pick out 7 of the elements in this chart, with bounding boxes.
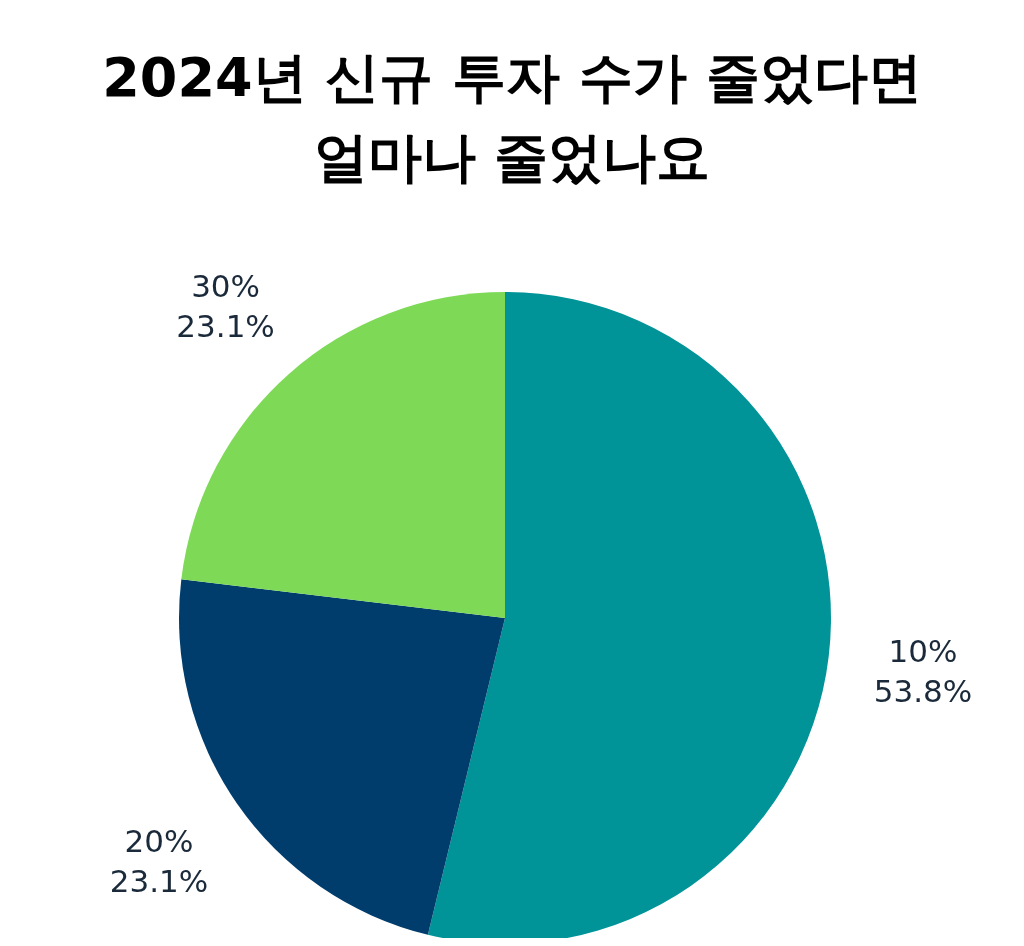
chart-title: 2024년 신규 투자 수가 줄었다면 얼마나 줄었나요	[102, 46, 922, 189]
slice-label: 30%	[191, 268, 261, 305]
data-label: 23.1%	[176, 308, 275, 345]
slice-label: 20%	[124, 822, 194, 859]
data-label: 23.1%	[109, 862, 209, 899]
data-label: 53.8%	[873, 673, 973, 710]
slice-label: 10%	[888, 633, 958, 670]
